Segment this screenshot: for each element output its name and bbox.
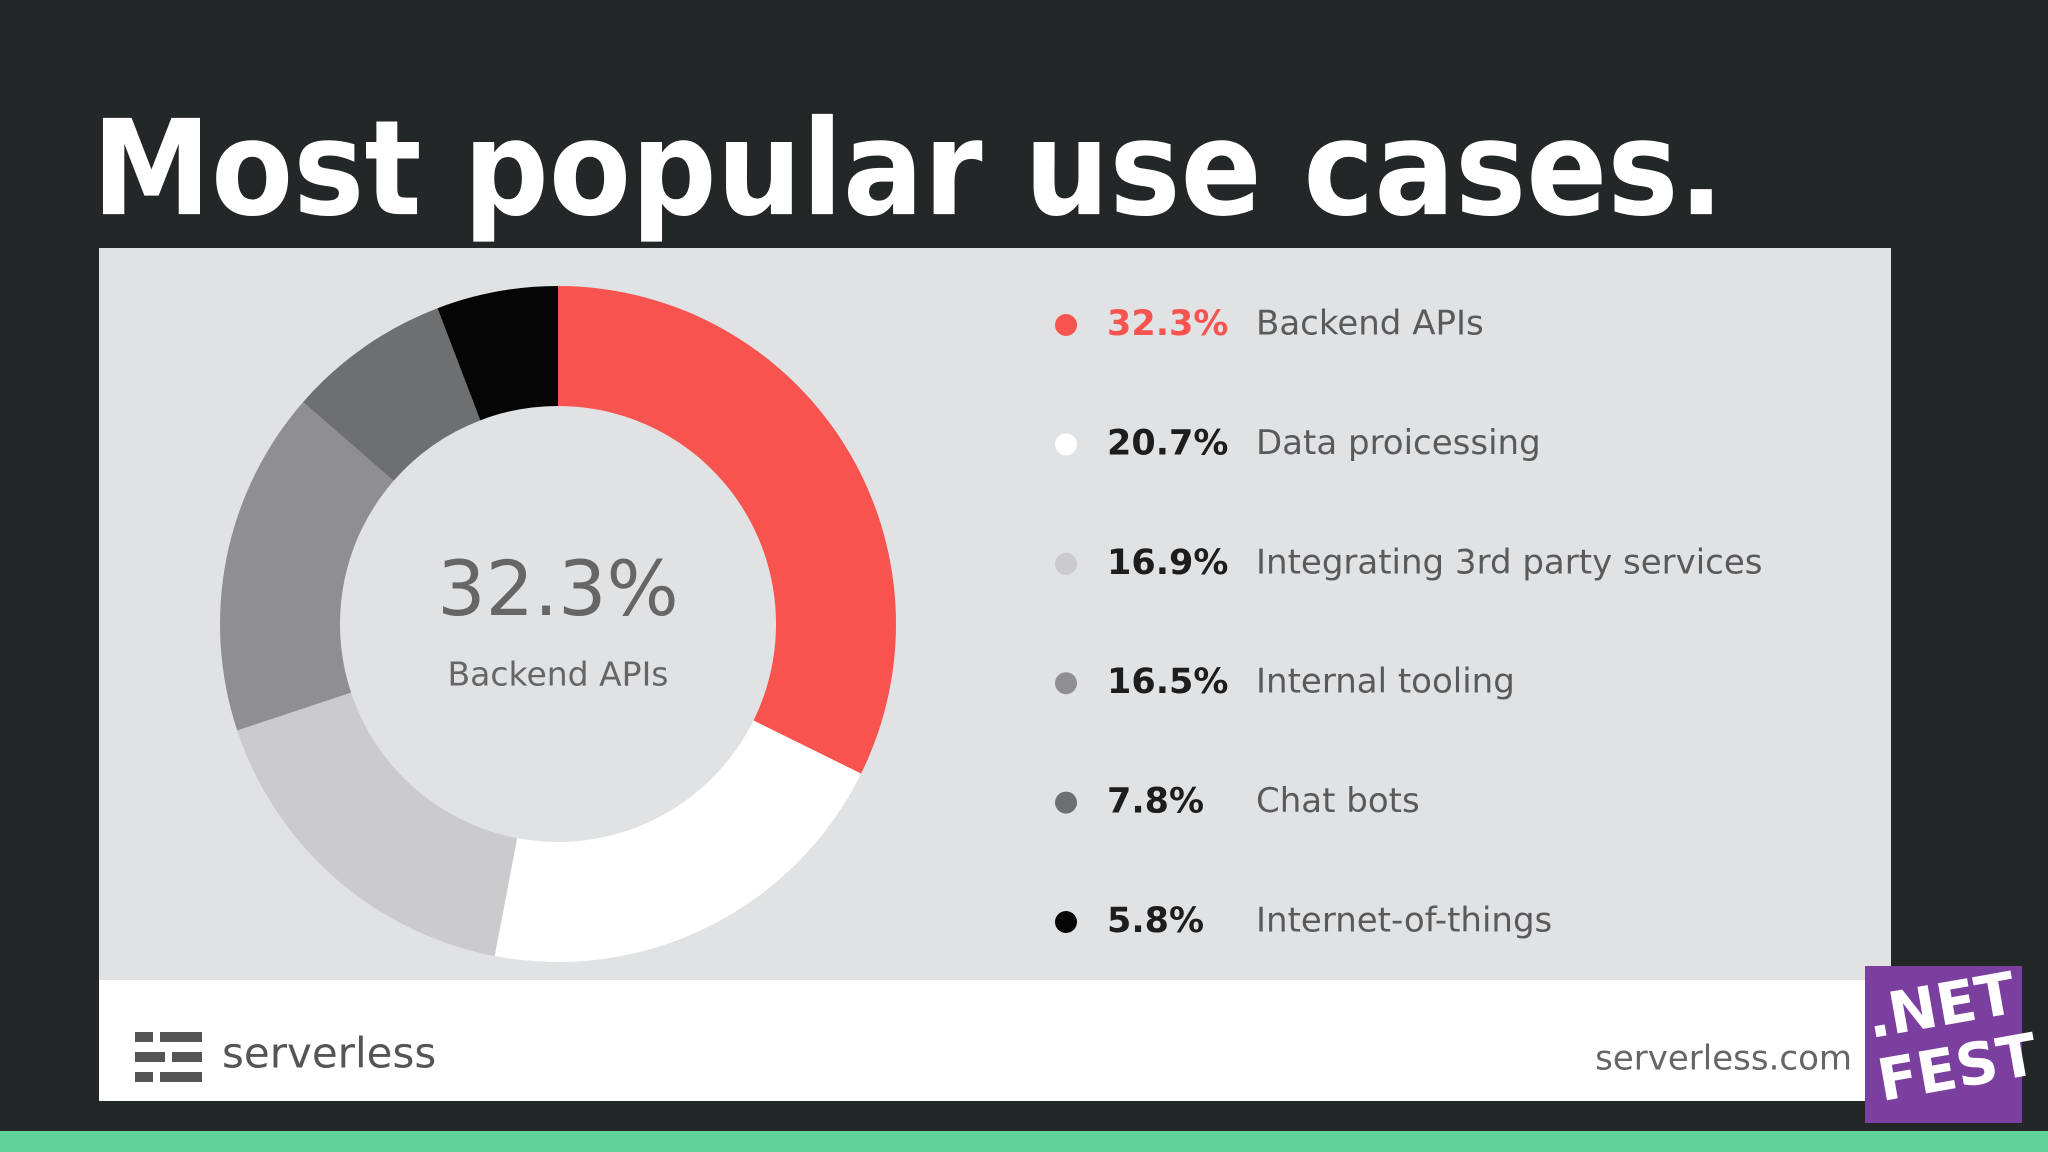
accent-bar bbox=[0, 1131, 2048, 1152]
legend-value: 20.7% bbox=[1107, 423, 1228, 463]
card-footer bbox=[99, 980, 1891, 1101]
donut-segment bbox=[494, 720, 862, 962]
legend-value: 32.3% bbox=[1107, 304, 1228, 344]
slide-title: Most popular use cases. bbox=[92, 92, 1724, 246]
legend-value: 16.5% bbox=[1107, 662, 1228, 702]
legend-label: Data proicessing bbox=[1256, 423, 1541, 463]
donut-segment bbox=[437, 286, 558, 421]
legend-label: Integrating 3rd party services bbox=[1256, 542, 1763, 582]
legend-value: 7.8% bbox=[1107, 782, 1204, 822]
legend-value: 5.8% bbox=[1107, 901, 1204, 941]
center-label: Backend APIs bbox=[448, 655, 669, 694]
legend-swatch bbox=[1055, 911, 1077, 933]
legend-value: 16.9% bbox=[1107, 543, 1228, 583]
legend-label: Backend APIs bbox=[1256, 304, 1484, 344]
donut-segment bbox=[237, 692, 518, 957]
brand-url: serverless.com bbox=[1595, 1039, 1852, 1079]
donut-segment bbox=[558, 286, 896, 774]
legend-swatch bbox=[1055, 552, 1077, 575]
center-value: 32.3% bbox=[437, 544, 678, 633]
serverless-logo bbox=[135, 1032, 202, 1082]
legend-swatch bbox=[1055, 314, 1077, 336]
legend-label: Internet-of-things bbox=[1256, 901, 1552, 941]
legend-swatch bbox=[1055, 433, 1077, 456]
donut-segment bbox=[303, 308, 481, 481]
netfest-badge: .NET FEST bbox=[1861, 959, 2043, 1123]
legend-label: Chat bots bbox=[1256, 781, 1420, 821]
legend-swatch bbox=[1055, 672, 1077, 695]
brand-name: serverless bbox=[222, 1029, 436, 1078]
donut-segment bbox=[219, 402, 394, 731]
legend-label: Internal tooling bbox=[1256, 662, 1515, 702]
legend-swatch bbox=[1055, 791, 1077, 814]
